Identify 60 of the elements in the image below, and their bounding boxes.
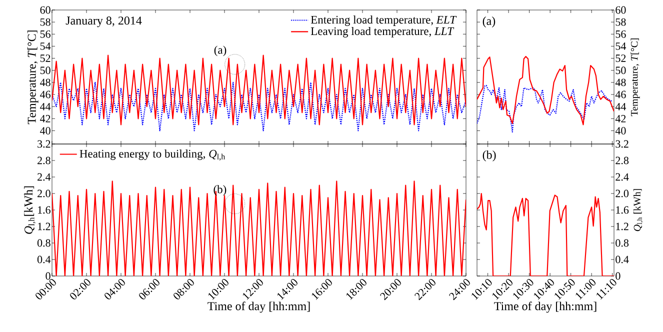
y-tick-label: 46 <box>615 90 626 98</box>
y-tick-label: 52 <box>40 54 50 62</box>
x-axis-title: Time of day [hh:mm] <box>494 302 596 313</box>
y-tick-label: 1.2 <box>616 222 628 230</box>
y-tick-label: 0.4 <box>37 256 51 264</box>
annotation: (a) <box>214 46 226 56</box>
y-tick-label: 54 <box>40 42 51 50</box>
x-axis-title: Time of day [hh:mm] <box>208 302 310 313</box>
y-tick-label: 44 <box>40 102 51 110</box>
y-tick-label: 50 <box>40 66 50 74</box>
y-tick-label: 0.8 <box>37 239 50 247</box>
annotation: (a) <box>482 16 496 28</box>
y-tick-label: 1.6 <box>616 206 629 214</box>
y-tick-label: 60 <box>616 6 626 14</box>
y-tick-label: 3.2 <box>38 140 50 148</box>
y-tick-label: 0.8 <box>616 239 629 247</box>
y-tick-label: 3.2 <box>616 140 628 148</box>
y-tick-label: 1.6 <box>38 206 50 214</box>
y-tick-label: 46 <box>40 90 50 98</box>
annotation: (b) <box>482 150 496 162</box>
line-series <box>477 84 612 132</box>
line-series <box>52 54 466 126</box>
legend-label: Heating energy to building, Q$_{l,h}$ <box>80 150 226 161</box>
y-tick-label: 44 <box>615 102 626 110</box>
y-tick-label: 2.4 <box>38 173 51 181</box>
y-tick-label: 54 <box>616 42 626 50</box>
y-axis-title: Q$_{l,h}$ [kWh] <box>633 189 643 232</box>
y-tick-label: 0.4 <box>616 256 629 264</box>
y-tick-label: 42 <box>40 115 50 122</box>
y-axis-title: Temperature, T[°C] <box>630 38 640 116</box>
legend-label: Leaving load temperature, LLT <box>310 26 454 38</box>
y-axis-title: Temperature, T[°C] <box>27 30 38 124</box>
y-tick-label: 48 <box>615 78 626 86</box>
y-tick-label: 2.4 <box>616 173 629 181</box>
annotation: January 8, 2014 <box>66 16 142 28</box>
y-tick-label: 0 <box>46 272 50 280</box>
annotation: (b) <box>214 185 226 196</box>
y-axis-title: Q$_{l,h}$[kWh] <box>24 186 36 234</box>
line-series <box>477 192 614 276</box>
y-tick-label: 42 <box>615 115 626 122</box>
y-tick-label: 40 <box>40 127 50 134</box>
line-series <box>52 180 466 276</box>
y-tick-label: 1.2 <box>38 222 50 230</box>
y-tick-label: 52 <box>616 54 626 62</box>
y-tick-label: 2.0 <box>38 190 50 198</box>
y-tick-label: 60 <box>40 6 50 14</box>
y-tick-label: 58 <box>616 18 626 26</box>
legend-label: Entering load temperature, ELT <box>310 16 457 26</box>
y-tick-label: 56 <box>40 30 50 38</box>
y-tick-label: 2.0 <box>616 190 629 198</box>
y-tick-label: 48 <box>40 78 50 86</box>
y-tick-label: 0 <box>616 272 620 280</box>
y-tick-label: 50 <box>616 66 626 74</box>
y-tick-label: 56 <box>616 30 626 38</box>
y-tick-label: 2.8 <box>38 156 50 164</box>
y-tick-label: 58 <box>40 18 50 26</box>
y-tick-label: 2.8 <box>616 156 629 164</box>
y-tick-label: 40 <box>615 127 626 134</box>
line-series <box>52 82 466 132</box>
line-series <box>477 56 614 126</box>
